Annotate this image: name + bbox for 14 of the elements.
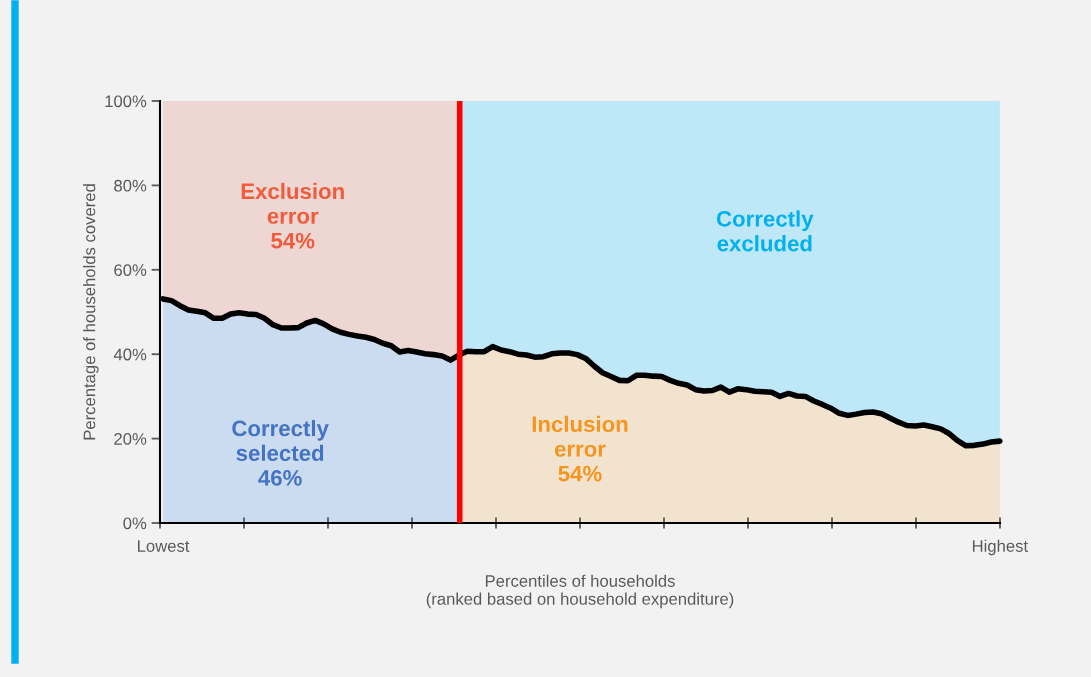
annotation: Correctly selected 46% bbox=[232, 419, 329, 486]
x-tick-label: Highest bbox=[972, 539, 1028, 556]
x-axis-title: Percentiles of households (ranked based on household expenditure) bbox=[426, 574, 734, 609]
y-axis-title: Percentage of households covered bbox=[83, 184, 99, 440]
y-tick-label: 40% bbox=[113, 348, 147, 361]
annotation: Exclusion error 54% bbox=[241, 182, 344, 249]
annotation: Inclusion error 54% bbox=[532, 415, 628, 482]
y-tick-label: 0% bbox=[123, 517, 147, 530]
y-tick-label: 60% bbox=[114, 264, 147, 276]
x-tick-label: Lowest bbox=[138, 540, 190, 552]
y-tick-label: 80% bbox=[114, 179, 147, 192]
y-tick-label: 100% bbox=[105, 95, 147, 108]
annotation: Correctly excluded bbox=[716, 210, 814, 252]
y-tick-label: 20% bbox=[114, 433, 147, 445]
